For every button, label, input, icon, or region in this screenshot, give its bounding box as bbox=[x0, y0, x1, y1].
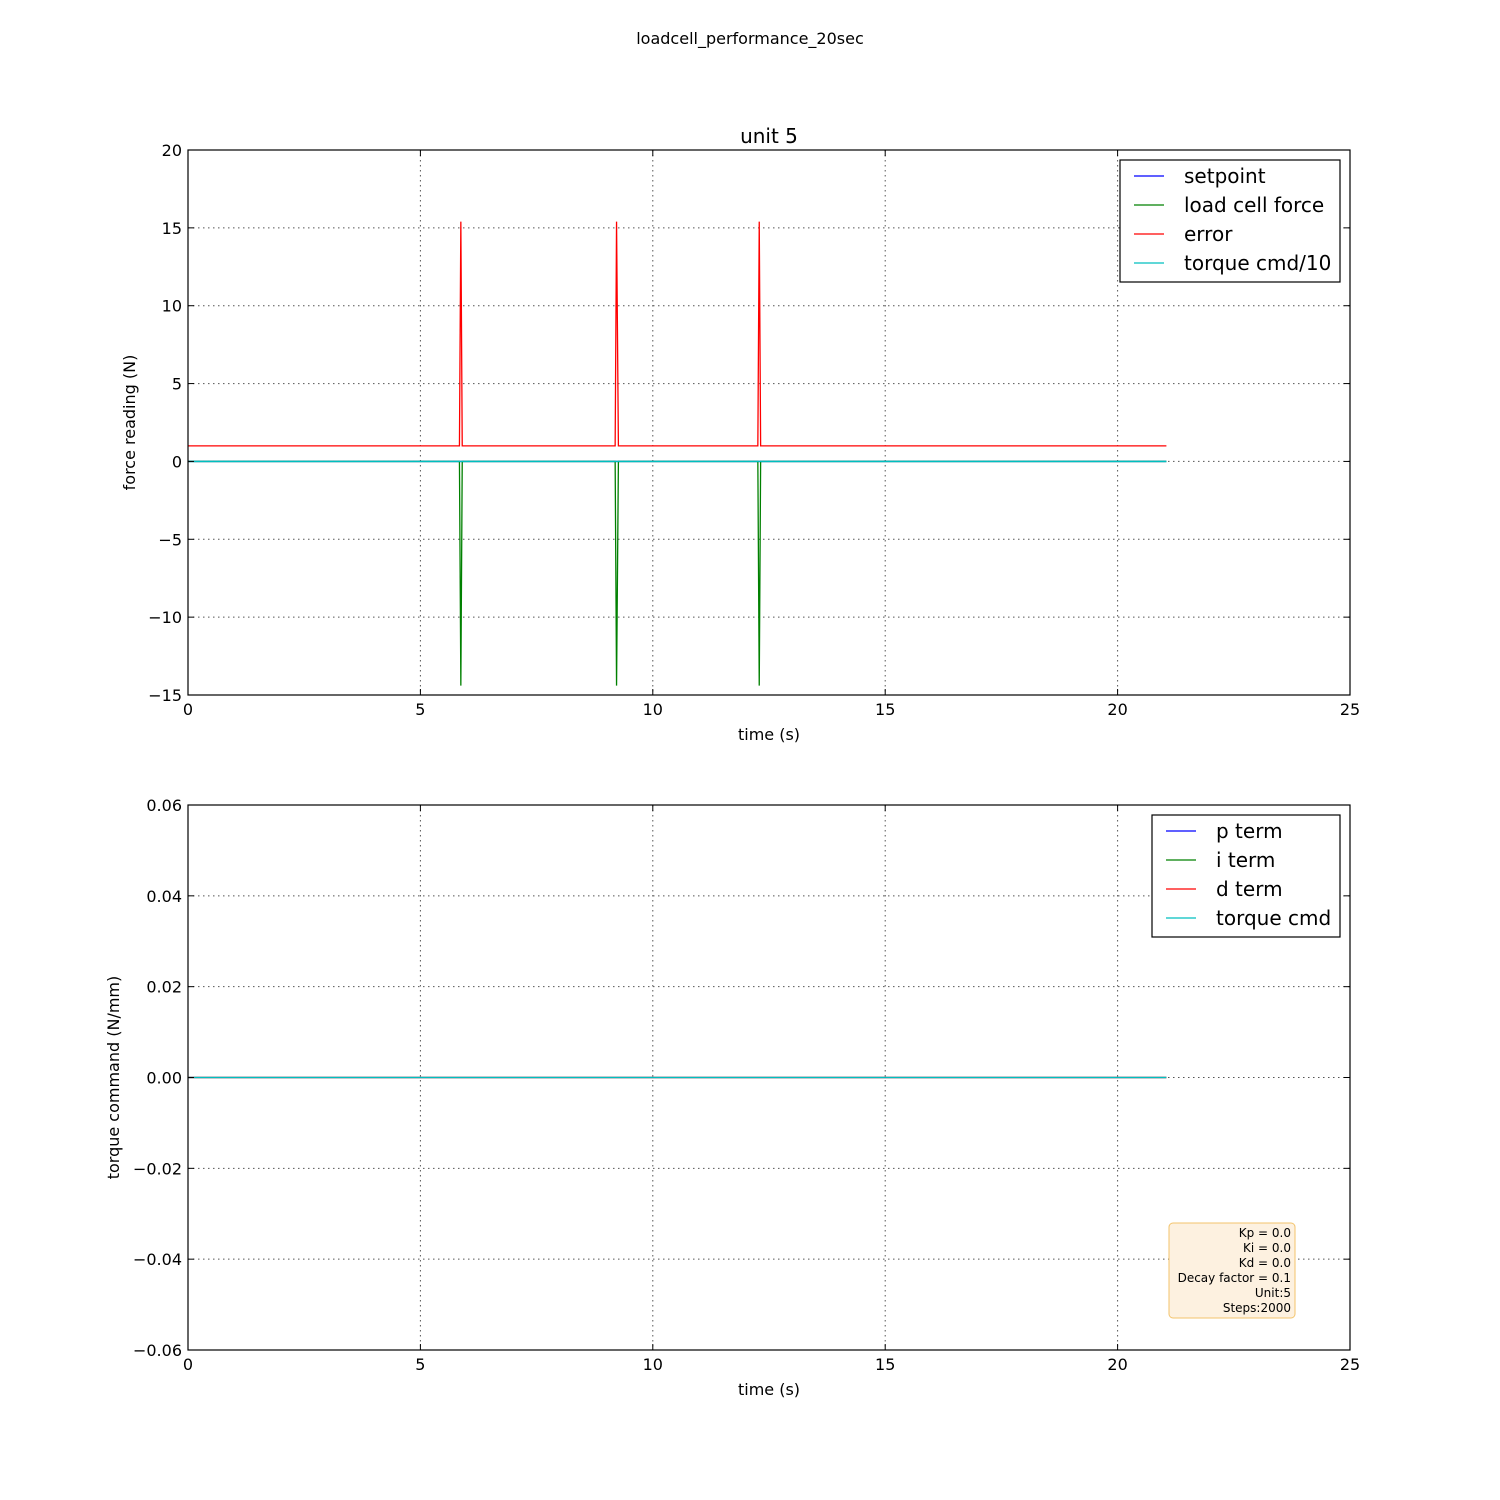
chart1-params-line: Unit:5 bbox=[1255, 1286, 1291, 1300]
chart1-ytick-label: −0.04 bbox=[133, 1250, 182, 1269]
chart1-ytick-label: −0.06 bbox=[133, 1341, 182, 1360]
chart1-ytick-label: −0.02 bbox=[133, 1159, 182, 1178]
chart1-legend-label: torque cmd bbox=[1216, 906, 1331, 930]
chart1-xtick-label: 5 bbox=[415, 1355, 425, 1374]
chart1-legend-box bbox=[1151, 814, 1341, 938]
chart1-xlabel: time (s) bbox=[738, 1380, 800, 1399]
chart1-params-line: Kd = 0.0 bbox=[1239, 1256, 1291, 1270]
chart1-ytick-label: 0.00 bbox=[146, 1069, 182, 1088]
chart0-ytick-label: 5 bbox=[172, 375, 182, 394]
chart1-ytick-label: 0.06 bbox=[146, 796, 182, 815]
chart0-legend: setpoint load cell force error torque cmd/1… bbox=[1119, 159, 1341, 283]
chart0-legend-label: error bbox=[1184, 222, 1233, 246]
chart0-xtick-label: 5 bbox=[415, 700, 425, 719]
chart1-params-box bbox=[1168, 1222, 1296, 1319]
chart1-legend-label: d term bbox=[1216, 877, 1283, 901]
chart0-ytick-label: 15 bbox=[162, 219, 182, 238]
chart0-ytick-label: 0 bbox=[172, 452, 182, 471]
chart0-xtick-label: 20 bbox=[1107, 700, 1127, 719]
chart1-ylabel: torque command (N/mm) bbox=[104, 976, 123, 1180]
chart0-ytick-label: 20 bbox=[162, 141, 182, 160]
chart0-legend-box bbox=[1119, 159, 1341, 283]
chart1-xtick-label: 20 bbox=[1107, 1355, 1127, 1374]
chart0-ylabel: force reading (N) bbox=[120, 355, 139, 491]
force-chart: 0 5 10 15 20 25 20 15 10 5 0 −5 −10 −15 unit 5 time (s)… bbox=[120, 124, 1360, 744]
chart0-ytick-label: −15 bbox=[148, 686, 182, 705]
chart1-params-line: Kp = 0.0 bbox=[1239, 1226, 1291, 1240]
chart0-xtick-label: 25 bbox=[1340, 700, 1360, 719]
chart0-legend-label: setpoint bbox=[1184, 164, 1266, 188]
chart0-xlabel: time (s) bbox=[738, 725, 800, 744]
chart1-legend-label: p term bbox=[1216, 819, 1283, 843]
chart0-axes-frame bbox=[187, 149, 1351, 696]
chart1-ytick-label: 0.02 bbox=[146, 978, 182, 997]
chart0-xtick-label: 10 bbox=[643, 700, 663, 719]
chart1-xtick-label: 15 bbox=[875, 1355, 895, 1374]
chart0-title: unit 5 bbox=[740, 124, 798, 148]
chart1-axes-frame bbox=[187, 804, 1351, 1351]
chart0-ytick-label: −5 bbox=[158, 530, 182, 549]
chart1-xtick-label: 25 bbox=[1340, 1355, 1360, 1374]
chart1-params-line: Decay factor = 0.1 bbox=[1178, 1271, 1291, 1285]
chart0-legend-label: torque cmd/10 bbox=[1184, 251, 1331, 275]
chart0-legend-label: load cell force bbox=[1184, 193, 1324, 217]
chart0-series-error bbox=[188, 221, 1167, 447]
chart1-legend: p term i term d term torque cmd bbox=[1151, 814, 1341, 938]
chart1-xtick-label: 0 bbox=[183, 1355, 193, 1374]
chart0-series-load-cell-force bbox=[188, 460, 1167, 686]
chart0-xtick-label: 0 bbox=[183, 700, 193, 719]
chart1-params-line: Steps:2000 bbox=[1223, 1301, 1291, 1315]
chart1-params-line: Ki = 0.0 bbox=[1243, 1241, 1291, 1255]
chart1-xtick-label: 10 bbox=[643, 1355, 663, 1374]
chart1-ytick-label: 0.04 bbox=[146, 887, 182, 906]
chart0-ytick-label: 10 bbox=[162, 297, 182, 316]
chart0-ytick-label: −10 bbox=[148, 608, 182, 627]
chart0-xtick-label: 15 bbox=[875, 700, 895, 719]
figure-suptitle: loadcell_performance_20sec bbox=[636, 29, 864, 49]
torque-chart: 0 5 10 15 20 25 0.06 0.04 0.02 0.00 −0.02 −0.04 −0.0… bbox=[104, 796, 1360, 1399]
chart1-legend-label: i term bbox=[1216, 848, 1275, 872]
